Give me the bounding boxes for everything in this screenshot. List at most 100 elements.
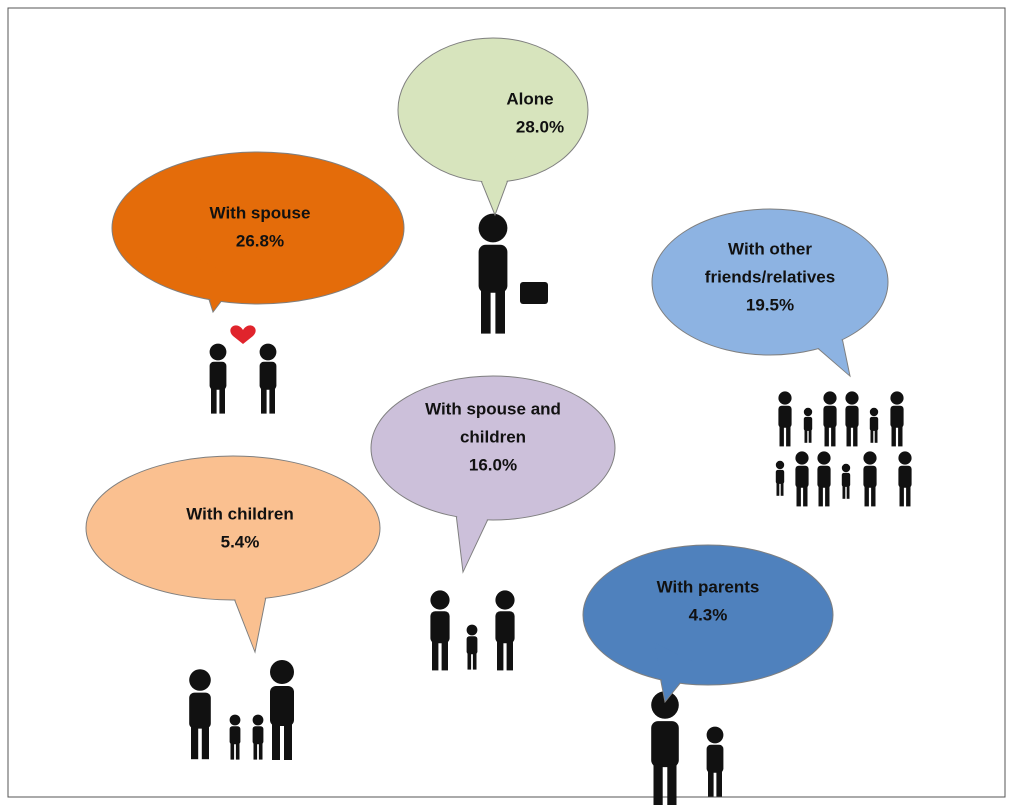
person-body xyxy=(430,611,449,643)
person-head xyxy=(842,464,850,472)
person-head xyxy=(795,451,808,464)
person-body xyxy=(898,466,911,488)
person-body xyxy=(651,721,679,767)
person-head xyxy=(776,461,784,469)
person-body xyxy=(817,466,830,488)
person-body xyxy=(823,406,836,428)
person-leg xyxy=(780,427,784,447)
person-body xyxy=(253,726,264,744)
briefcase xyxy=(520,282,548,304)
bubble-label: With parents xyxy=(657,577,760,596)
person-leg xyxy=(254,743,258,759)
person-body xyxy=(467,636,478,654)
person-head xyxy=(845,391,858,404)
person-body xyxy=(804,417,812,431)
person-leg xyxy=(259,743,263,759)
person-body xyxy=(870,417,878,431)
person-body xyxy=(842,473,850,487)
person-leg xyxy=(219,388,225,413)
person-leg xyxy=(906,487,910,507)
person-leg xyxy=(231,743,235,759)
bubble-value: 19.5% xyxy=(746,295,794,314)
person-leg xyxy=(667,765,676,805)
person-leg xyxy=(843,486,846,499)
person-head xyxy=(495,590,514,609)
person-head xyxy=(870,408,878,416)
person-head xyxy=(230,715,241,726)
person-leg xyxy=(261,388,267,413)
person-leg xyxy=(865,487,869,507)
bubble-label: Alone xyxy=(506,89,553,108)
person-leg xyxy=(473,653,477,669)
person-body xyxy=(210,362,227,390)
person-head xyxy=(778,391,791,404)
bubble-value: 28.0% xyxy=(516,117,564,136)
person-leg xyxy=(819,487,823,507)
person-leg xyxy=(875,430,878,443)
person-body xyxy=(778,406,791,428)
person-leg xyxy=(211,388,217,413)
person-leg xyxy=(809,430,812,443)
person-leg xyxy=(805,430,808,443)
person-leg xyxy=(871,487,875,507)
person-leg xyxy=(708,771,714,796)
person-leg xyxy=(825,427,829,447)
person-head xyxy=(817,451,830,464)
person-body xyxy=(189,693,211,729)
person-leg xyxy=(442,642,448,671)
person-leg xyxy=(716,771,722,796)
person-leg xyxy=(497,642,503,671)
person-body xyxy=(845,406,858,428)
person-leg xyxy=(900,487,904,507)
person-leg xyxy=(825,487,829,507)
person-head xyxy=(890,391,903,404)
person-leg xyxy=(797,487,801,507)
person-body xyxy=(707,745,724,773)
person-leg xyxy=(432,642,438,671)
person-leg xyxy=(898,427,902,447)
person-leg xyxy=(892,427,896,447)
person-leg xyxy=(847,427,851,447)
bubble-label: With other xyxy=(728,239,812,258)
person-leg xyxy=(191,727,198,759)
bubble-value: 16.0% xyxy=(469,455,517,474)
infographic: Alone 28.0% With spouse 26.8% With other frie… xyxy=(0,0,1013,805)
person-leg xyxy=(269,388,275,413)
person-leg xyxy=(803,487,807,507)
bubble xyxy=(112,152,404,304)
bubble-value: 4.3% xyxy=(689,605,728,624)
person-head xyxy=(823,391,836,404)
person-head xyxy=(898,451,911,464)
person-head xyxy=(270,660,294,684)
person-head xyxy=(863,451,876,464)
person-leg xyxy=(781,483,784,496)
person-head xyxy=(189,669,211,691)
person-leg xyxy=(272,724,280,760)
person-body xyxy=(776,470,784,484)
person-body xyxy=(479,245,508,293)
bubble-value: 5.4% xyxy=(221,532,260,551)
person-body xyxy=(863,466,876,488)
person-leg xyxy=(777,483,780,496)
bubble-value: 26.8% xyxy=(236,231,284,250)
person-leg xyxy=(468,653,472,669)
person-head xyxy=(260,344,277,361)
bubble-label: children xyxy=(460,427,526,446)
bubble-label: With spouse xyxy=(210,203,311,222)
person-leg xyxy=(481,290,491,333)
person-body xyxy=(890,406,903,428)
person-body xyxy=(270,686,294,726)
person-head xyxy=(253,715,264,726)
person-leg xyxy=(284,724,292,760)
person-leg xyxy=(871,430,874,443)
bubble-label: With children xyxy=(186,504,294,523)
person-leg xyxy=(654,765,663,805)
person-head xyxy=(467,625,478,636)
bubble-label: friends/relatives xyxy=(705,267,835,286)
person-leg xyxy=(853,427,857,447)
person-leg xyxy=(507,642,513,671)
bubble-label: With spouse and xyxy=(425,399,561,418)
person-body xyxy=(795,466,808,488)
person-leg xyxy=(236,743,240,759)
person-head xyxy=(210,344,227,361)
